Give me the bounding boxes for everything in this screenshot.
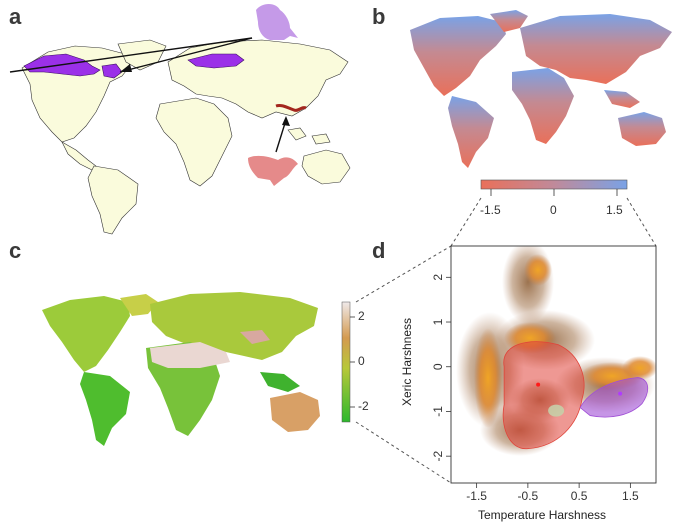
panel-letter-b: b (372, 4, 386, 29)
central-america-landmass (61, 141, 97, 171)
c-north-america (42, 296, 130, 372)
connector-bottom-c (355, 421, 452, 484)
connector-top-c (355, 245, 452, 303)
c-colorbar-tick-high: 2 (358, 309, 365, 323)
c-colorbar-tick-low: -2 (358, 399, 369, 413)
arrow-line-purple-2 (119, 37, 253, 73)
africa-landmass (155, 97, 233, 187)
arrow-head-red (282, 116, 290, 126)
arrow-head-purple (120, 64, 132, 72)
panel-c-map (42, 245, 452, 484)
c-colorbar-tick-mid: 0 (358, 354, 365, 368)
purple-range-eurasia (187, 53, 245, 69)
b-south-america (448, 96, 494, 168)
purple-bird-icon (256, 4, 298, 40)
arrow-line-red (275, 119, 287, 153)
panel-a-map (9, 4, 351, 235)
red-range-himalaya (275, 104, 307, 112)
arrow-line-purple (9, 37, 253, 73)
australia-landmass (301, 149, 351, 185)
b-colorbar (480, 179, 628, 190)
south-america-landmass (87, 165, 139, 235)
c-sahara (150, 342, 230, 368)
connector-right-b (626, 197, 657, 247)
c-south-america (80, 372, 130, 446)
d-y-axis-title: Xeric Harshness (400, 317, 415, 407)
d-x-axis-title: Temperature Harshness (478, 508, 607, 522)
b-colorbar-tick-mid: 0 (550, 203, 557, 217)
c-colorbar (341, 301, 351, 423)
b-colorbar-tick-high: 1.5 (606, 203, 623, 217)
red-bird-icon (248, 155, 298, 186)
purple-range-east-canada (101, 63, 123, 79)
panel-letter-c: c (9, 238, 22, 263)
c-se-asia (260, 372, 300, 392)
c-australia (270, 392, 320, 432)
c-greenland (120, 294, 158, 316)
connector-left-b (450, 197, 482, 247)
islands-landmass (287, 127, 331, 145)
b-eurasia (520, 14, 672, 84)
b-se-asia (604, 90, 640, 108)
c-tibet (240, 330, 270, 344)
panel-letter-d: d (372, 238, 386, 263)
b-africa (512, 68, 574, 144)
panel-d-plot (450, 245, 657, 484)
b-australia (618, 112, 666, 146)
panel-b-map (410, 10, 672, 196)
b-greenland (490, 10, 528, 32)
b-north-america (410, 16, 506, 96)
panel-letter-a: a (9, 4, 22, 29)
b-colorbar-tick-low: -1.5 (480, 203, 501, 217)
